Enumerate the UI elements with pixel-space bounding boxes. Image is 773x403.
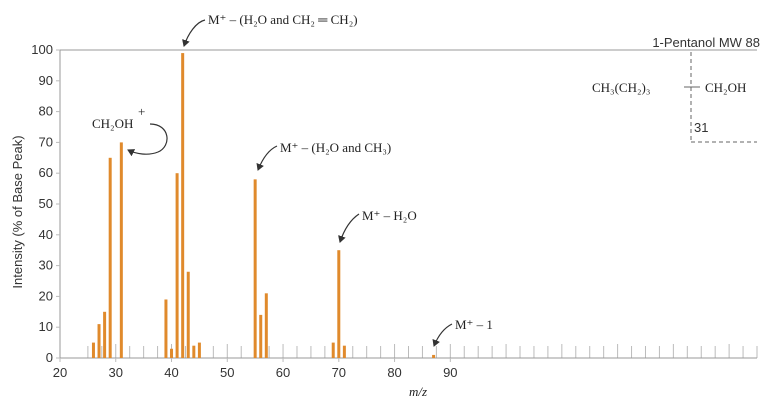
x-tick-label: 70 bbox=[332, 365, 346, 380]
annotation-layer: CH₂OH + M⁺ – (H₂O and CH₂ ═ CH₂) M⁺ – (H₂O … bbox=[92, 12, 493, 347]
bar-mz-41 bbox=[175, 173, 179, 358]
x-tick-label: 90 bbox=[443, 365, 457, 380]
bar-mz-69 bbox=[331, 342, 335, 358]
y-tick-label: 20 bbox=[39, 288, 53, 303]
annotation-base-peak-arrow bbox=[182, 19, 206, 47]
bar-mz-55 bbox=[253, 179, 257, 358]
bar-mz-26 bbox=[91, 342, 95, 358]
y-tick-label: 0 bbox=[46, 350, 53, 365]
bar-mz-29 bbox=[108, 157, 112, 358]
annotation-ch2oh: CH₂OH bbox=[92, 116, 133, 131]
annotation-m-minus-1-arrow bbox=[432, 323, 453, 347]
bar-mz-87 bbox=[432, 354, 436, 358]
annotation-m-h2o-arrow bbox=[338, 213, 360, 243]
y-tick-label: 90 bbox=[39, 73, 53, 88]
annotation-ch2oh-arrow bbox=[127, 123, 168, 157]
structure-cleavage-mass: 31 bbox=[694, 120, 708, 135]
annotation-ch2oh-charge: + bbox=[138, 104, 145, 119]
y-tick-label: 70 bbox=[39, 134, 53, 149]
y-tick-label: 60 bbox=[39, 165, 53, 180]
annotation-m-minus-1: M⁺ – 1 bbox=[455, 317, 493, 332]
annotation-m-h2o: M⁺ – H₂O bbox=[362, 208, 417, 223]
structure-left: CH₃(CH₂)₃ bbox=[592, 80, 650, 95]
bar-mz-70 bbox=[337, 250, 341, 358]
bar-mz-42 bbox=[181, 53, 185, 359]
x-axis-label: m/z bbox=[409, 384, 427, 399]
x-tick-label: 60 bbox=[276, 365, 290, 380]
y-tick-label: 10 bbox=[39, 319, 53, 334]
y-tick-label: 40 bbox=[39, 227, 53, 242]
bar-series bbox=[91, 53, 436, 359]
y-axis-label: Intensity (% of Base Peak) bbox=[10, 135, 25, 288]
x-tick-label: 40 bbox=[164, 365, 178, 380]
bar-mz-28 bbox=[103, 311, 107, 358]
annotation-m-h2o-ch3-arrow bbox=[256, 145, 278, 171]
chart-title: 1-Pentanol MW 88 bbox=[652, 35, 760, 50]
x-tick-label: 30 bbox=[109, 365, 123, 380]
x-tick-label: 80 bbox=[387, 365, 401, 380]
x-tick-label: 20 bbox=[53, 365, 67, 380]
structure-right: CH₂OH bbox=[705, 80, 746, 95]
y-tick-label: 50 bbox=[39, 196, 53, 211]
x-tick-label: 50 bbox=[220, 365, 234, 380]
y-tick-label: 100 bbox=[31, 42, 53, 57]
y-tick-label: 30 bbox=[39, 258, 53, 273]
bar-mz-57 bbox=[264, 293, 268, 358]
annotation-m-h2o-ch3: M⁺ – (H₂O and CH₃) bbox=[280, 140, 391, 155]
bar-mz-43 bbox=[186, 271, 190, 358]
annotation-base-peak: M⁺ – (H₂O and CH₂ ═ CH₂) bbox=[208, 12, 358, 27]
bar-mz-71 bbox=[342, 345, 346, 358]
y-tick-labels: 0 10 20 30 40 50 60 70 80 90 100 bbox=[31, 42, 60, 365]
bar-mz-45 bbox=[197, 342, 201, 358]
x-tick-labels: 20 30 40 50 60 70 80 90 bbox=[53, 358, 458, 380]
bar-mz-31 bbox=[119, 142, 123, 358]
bar-mz-56 bbox=[259, 314, 263, 358]
bar-mz-44 bbox=[192, 345, 196, 358]
bar-mz-40 bbox=[170, 348, 174, 358]
structure-diagram: CH₃(CH₂)₃ CH₂OH 31 bbox=[592, 52, 757, 143]
y-tick-label: 80 bbox=[39, 104, 53, 119]
bar-mz-27 bbox=[97, 324, 101, 358]
bar-mz-39 bbox=[164, 299, 168, 358]
